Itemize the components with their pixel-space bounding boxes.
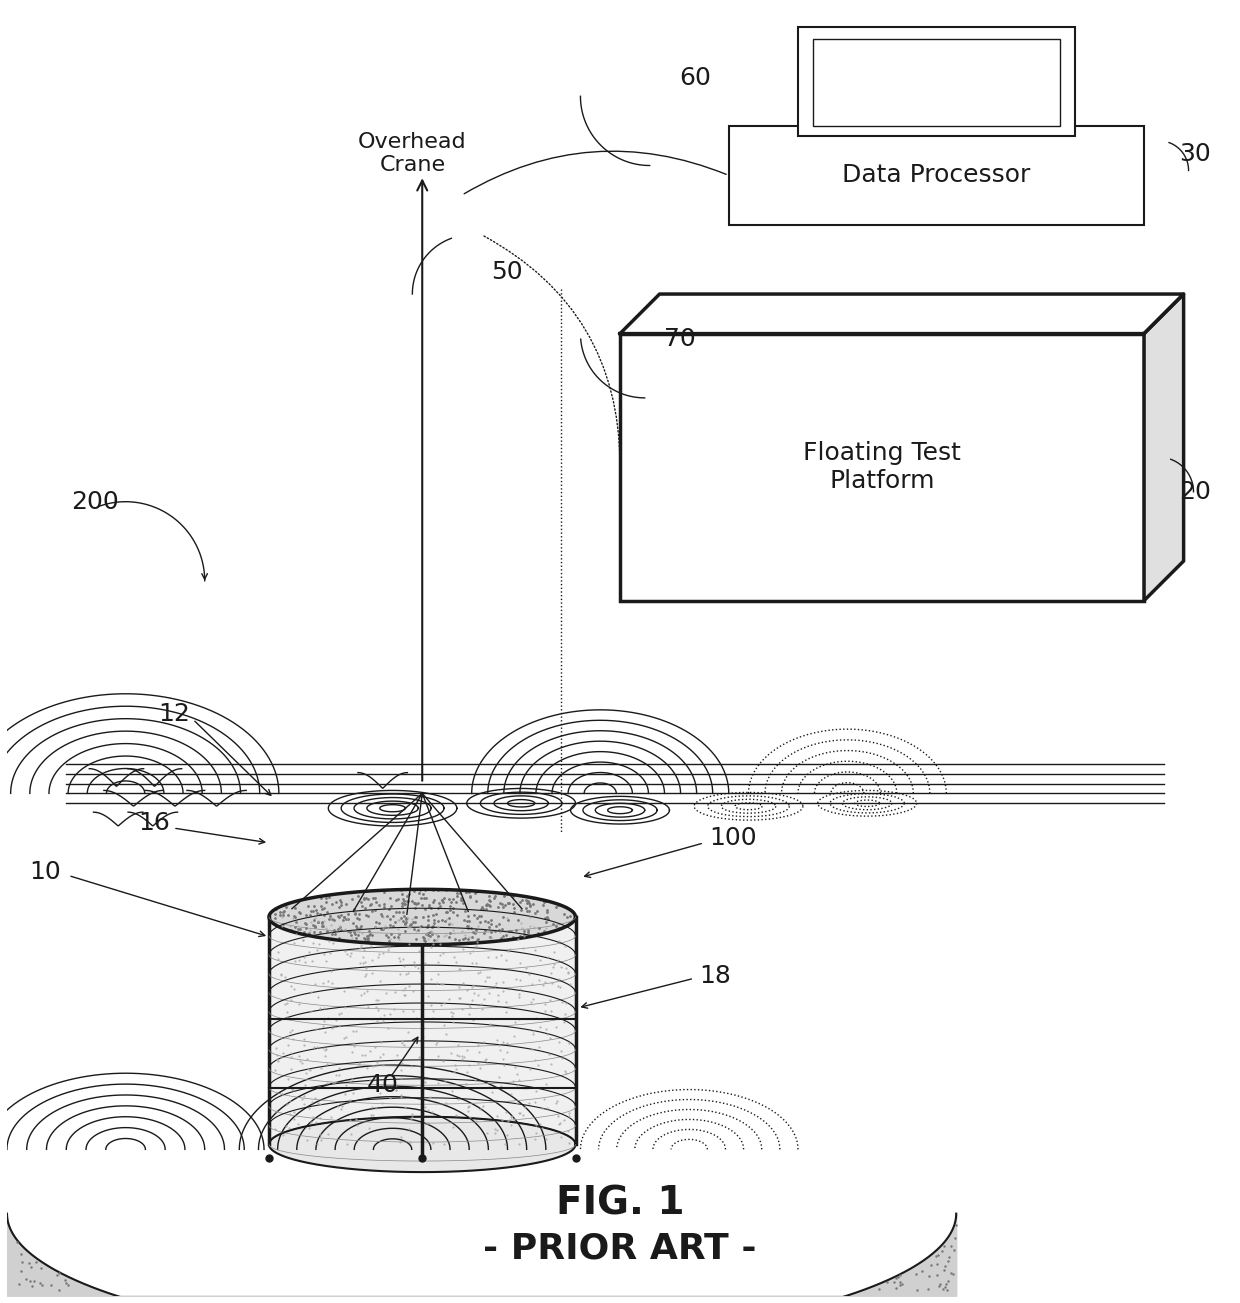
- Text: FIG. 1: FIG. 1: [556, 1184, 684, 1222]
- Polygon shape: [1145, 294, 1184, 601]
- Bar: [620, 334, 1145, 601]
- Polygon shape: [269, 917, 575, 1144]
- Text: Floating Test
Platform: Floating Test Platform: [804, 442, 961, 493]
- Text: 50: 50: [491, 261, 523, 284]
- Text: 12: 12: [157, 702, 190, 726]
- Text: 10: 10: [30, 860, 61, 885]
- Text: 70: 70: [665, 327, 696, 351]
- Bar: [799, 27, 1075, 136]
- Bar: [729, 126, 1145, 225]
- Text: 200: 200: [71, 490, 119, 513]
- Text: 20: 20: [1179, 480, 1210, 504]
- Text: 30: 30: [1179, 142, 1210, 165]
- Polygon shape: [269, 1117, 575, 1173]
- Text: 100: 100: [709, 826, 756, 850]
- Text: - PRIOR ART -: - PRIOR ART -: [484, 1231, 756, 1265]
- Text: 60: 60: [680, 66, 712, 90]
- Text: 40: 40: [367, 1074, 398, 1097]
- Text: Data Processor: Data Processor: [842, 163, 1030, 188]
- Text: 18: 18: [699, 964, 730, 988]
- Text: Overhead
Crane: Overhead Crane: [358, 132, 466, 175]
- Polygon shape: [620, 294, 1184, 334]
- Polygon shape: [269, 890, 575, 945]
- Text: 16: 16: [138, 810, 170, 835]
- Bar: [812, 39, 1060, 126]
